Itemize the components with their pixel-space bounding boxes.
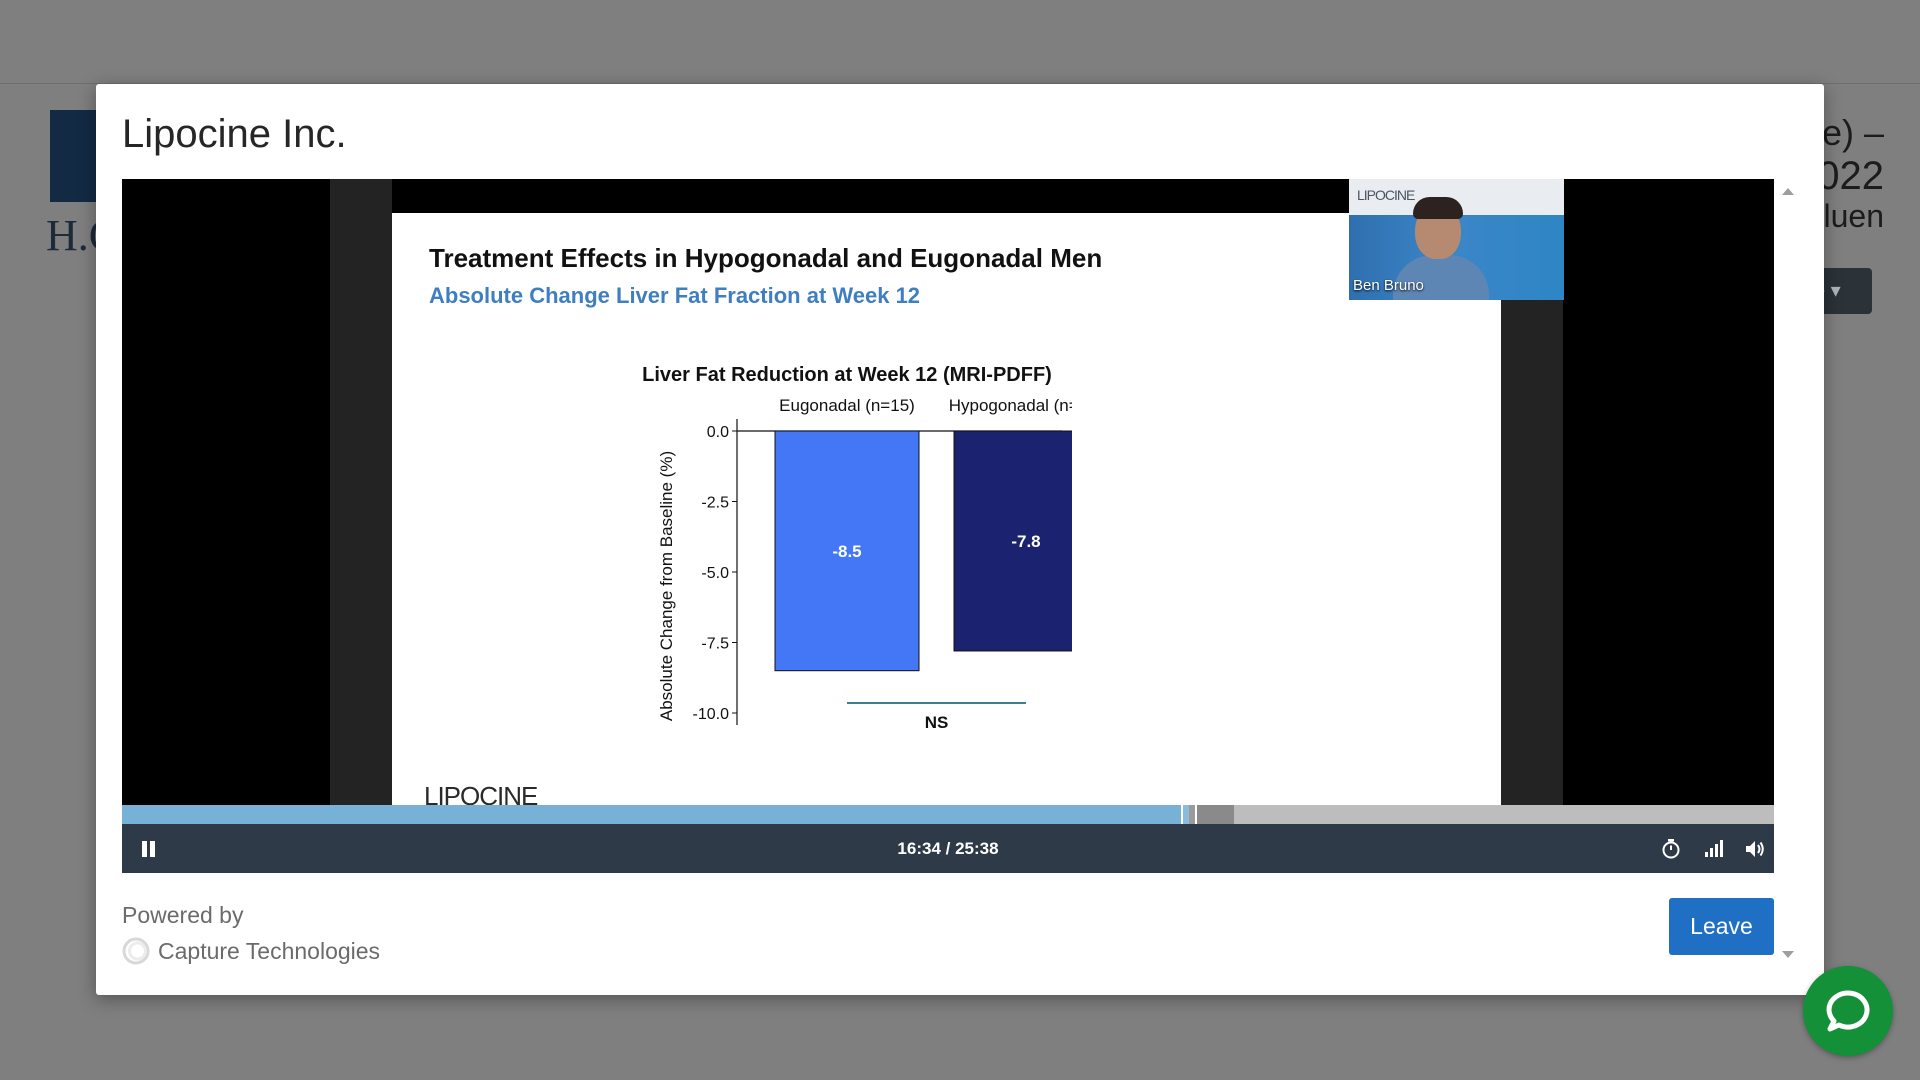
scroll-down-arrow-icon[interactable]: [1782, 951, 1794, 958]
bar-chart: Liver Fat Reduction at Week 12 (MRI-PDFF…: [642, 364, 1072, 732]
presentation-slide: Treatment Effects in Hypogonadal and Eug…: [392, 213, 1501, 805]
background-heading-line-2: 022: [1817, 154, 1884, 198]
y-tick-label: -5.0: [701, 565, 729, 582]
participant-name: Ben Bruno: [1353, 277, 1424, 294]
pause-icon[interactable]: [136, 836, 162, 862]
y-tick-label: -10.0: [693, 706, 730, 723]
video-modal: Lipocine Inc. Treatment Effects in Hypog…: [96, 84, 1824, 995]
slide-footer-logo: LIPOCINE: [424, 781, 538, 805]
speaker-video-thumbnail: LIPOCINE Ben Bruno: [1349, 179, 1564, 300]
powered-by-label: Powered by: [122, 902, 244, 928]
scroll-up-arrow-icon[interactable]: [1782, 188, 1794, 195]
chart-title: Liver Fat Reduction at Week 12 (MRI-PDFF…: [642, 364, 1052, 386]
data-label: -7.8: [1011, 532, 1040, 551]
signal-icon[interactable]: [1700, 836, 1726, 862]
video-letterbox: [392, 179, 1501, 213]
timer-icon[interactable]: [1658, 836, 1684, 862]
camera-brand-logo: LIPOCINE: [1357, 187, 1415, 203]
category-label: Eugonadal (n=15): [779, 396, 915, 415]
time-display: 16:34 / 25:38: [897, 839, 999, 858]
y-tick-label: -2.5: [701, 495, 729, 512]
video-player[interactable]: Treatment Effects in Hypogonadal and Eug…: [122, 179, 1774, 873]
bar: [953, 430, 1072, 652]
player-controls: 16:34 / 25:38: [122, 824, 1774, 873]
volume-icon[interactable]: [1742, 836, 1768, 862]
modal-title: Lipocine Inc.: [122, 112, 347, 156]
background-logo-icon: [50, 110, 102, 202]
background-header: [0, 0, 1920, 84]
data-label: -8.5: [832, 542, 861, 561]
y-tick-label: -7.5: [701, 636, 729, 653]
background-heading-line-3: luen: [1823, 198, 1885, 234]
capture-logo-icon: [122, 937, 150, 965]
y-tick-label: 0.0: [707, 424, 729, 441]
slide-subtitle: Absolute Change Liver Fat Fraction at We…: [429, 283, 921, 308]
background-heading-line-1: e) –: [1821, 112, 1884, 153]
leave-button[interactable]: Leave: [1669, 898, 1774, 955]
speaker-body: [1393, 255, 1489, 300]
slide-title: Treatment Effects in Hypogonadal and Eug…: [429, 243, 1103, 273]
provider-credit: Capture Technologies: [122, 937, 380, 965]
category-label: Hypogonadal (n=20): [949, 396, 1072, 415]
speaker-hair: [1413, 197, 1463, 219]
provider-name: Capture Technologies: [158, 937, 381, 964]
progress-bar[interactable]: [122, 803, 1774, 830]
chat-icon[interactable]: [1803, 966, 1893, 1056]
bar: [774, 430, 920, 672]
progress-played: [122, 805, 1190, 824]
chart-ylabel: Absolute Change from Baseline (%): [657, 451, 676, 721]
significance-annotation: NS: [925, 713, 949, 732]
